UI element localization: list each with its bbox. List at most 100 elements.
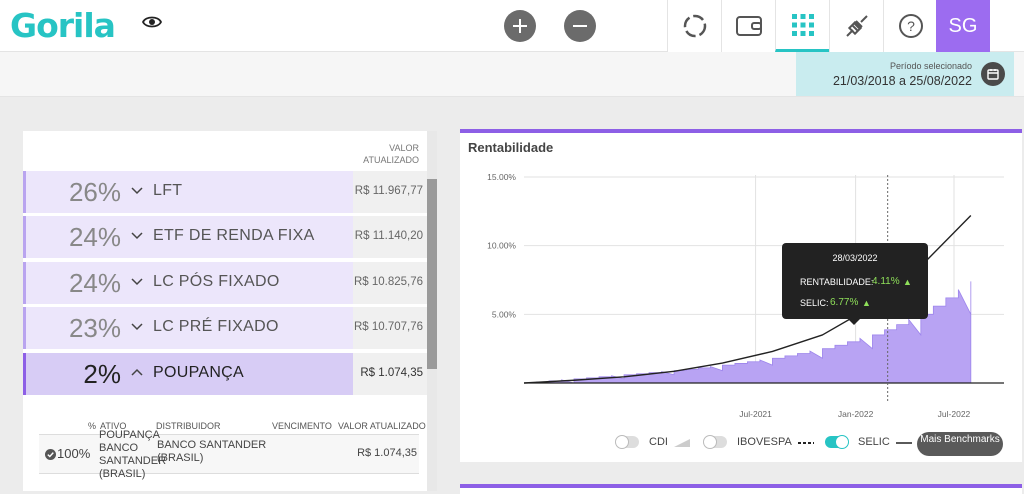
detail-valor: R$ 1.074,35 — [357, 447, 417, 459]
asset-pct: 2% — [83, 359, 121, 389]
valor-atualizado-header: VALOR ATUALIZADO — [363, 143, 419, 165]
asset-row-band — [23, 171, 353, 213]
asset-row[interactable]: 23% LC PRÉ FIXADO R$ 10.707,76 — [23, 307, 427, 349]
detail-header-distribuidor: DISTRIBUIDOR — [156, 421, 221, 431]
asset-row-value-bg — [353, 307, 427, 349]
detail-header-pct: % — [88, 421, 97, 431]
legend-selic[interactable]: SELIC — [825, 435, 912, 449]
asset-allocation-panel: VALOR ATUALIZADO 26% LFT R$ 11.967,77 24% ET… — [23, 131, 437, 491]
zoom-out-button[interactable] — [564, 10, 596, 42]
tooltip-label-selic: SELIC: — [800, 298, 829, 308]
asset-value: R$ 11.140,20 — [354, 230, 423, 242]
asset-row-band — [23, 353, 353, 395]
dashed-line-icon — [797, 442, 814, 444]
asset-row-value-bg — [353, 216, 427, 258]
asset-value: R$ 11.967,77 — [354, 185, 423, 197]
calendar-icon[interactable] — [981, 62, 1005, 86]
x-tick-label: Jul-2021 — [739, 409, 772, 419]
zoom-in-button[interactable] — [504, 10, 536, 42]
asset-row[interactable]: 24% LC PÓS FIXADO R$ 10.825,76 — [23, 262, 427, 304]
check-circle-icon — [45, 449, 56, 460]
detail-header-valor: VALOR ATUALIZADO — [338, 421, 426, 431]
asset-row-value-bg — [353, 353, 427, 395]
asset-value: R$ 1.074,35 — [360, 367, 423, 379]
cdi-toggle[interactable] — [615, 435, 639, 449]
solid-line-icon — [895, 442, 912, 444]
rentabilidade-chart[interactable]: 15.00% 10.00% 5.00% Jul-2021 Jan-2022 Jul-202… — [460, 133, 1022, 423]
chevron-down-icon[interactable] — [131, 277, 143, 286]
asset-row-value-bg — [353, 262, 427, 304]
legend-ibovespa-label: IBOVESPA — [737, 436, 792, 448]
user-avatar[interactable]: SG — [936, 0, 990, 52]
grid-icon — [791, 13, 814, 36]
tooltip-date: 28/03/2022 — [832, 253, 878, 263]
loading-circle-icon — [683, 14, 706, 38]
minus-icon — [573, 25, 587, 27]
tooltip-label-rentabilidade: RENTABILIDADE: — [800, 277, 874, 287]
y-tick-label: 10.00% — [487, 241, 516, 251]
dashboard-nav-button[interactable] — [775, 0, 829, 52]
chart-tooltip: 28/03/2022 RENTABILIDADE: 4.11% ▲ SELIC:… — [782, 243, 928, 325]
sub-bar: Período selecionado 21/03/2018 a 25/08/2… — [0, 52, 1024, 97]
x-tick-label: Jul-2022 — [938, 409, 971, 419]
wallet-icon — [735, 16, 762, 36]
ibovespa-toggle[interactable] — [703, 435, 727, 449]
rentabilidade-chart-card: Rentabilidade 15.00% 10.00% 5.00% Jul-2021 J… — [460, 129, 1022, 462]
period-label: Período selecionado — [889, 61, 972, 71]
detail-row[interactable]: 100% POUPANÇA BANCO SANTANDER (BRASIL) B… — [39, 429, 419, 480]
detail-header-ativo: ATIVO — [100, 421, 127, 431]
chevron-down-icon[interactable] — [131, 231, 143, 240]
chevron-down-icon[interactable] — [131, 186, 143, 195]
next-card — [460, 484, 1022, 494]
detail-pct: 100% — [57, 446, 91, 461]
asset-pct: 26% — [68, 177, 121, 207]
plus-icon — [513, 19, 527, 33]
asset-row-band — [23, 216, 353, 258]
scrollbar-thumb[interactable] — [427, 179, 437, 369]
wallet-nav-button[interactable] — [721, 0, 775, 52]
connect-nav-button[interactable] — [829, 0, 883, 52]
chevron-down-icon[interactable] — [131, 322, 143, 331]
more-benchmarks-button[interactable]: Mais Benchmarks — [917, 432, 1003, 456]
asset-name: LC PRÉ FIXADO — [153, 318, 279, 335]
portfolio-area — [524, 281, 972, 384]
svg-text:?: ? — [907, 18, 915, 34]
asset-row[interactable]: 26% LFT R$ 11.967,77 — [23, 171, 427, 213]
panel-scrollbar[interactable] — [427, 131, 437, 491]
detail-header-vencimento: VENCIMENTO — [272, 421, 332, 431]
asset-row[interactable]: 24% ETF DE RENDA FIXA R$ 11.140,20 — [23, 216, 427, 258]
refresh-nav-button[interactable] — [667, 0, 721, 52]
legend-cdi-label: CDI — [649, 436, 668, 448]
asset-name: ETF DE RENDA FIXA — [153, 227, 315, 244]
tooltip-value-rentabilidade: 4.11% — [872, 276, 900, 287]
period-selector[interactable]: Período selecionado 21/03/2018 a 25/08/2… — [796, 52, 1014, 96]
top-bar: Gorila ? SG — [0, 0, 1024, 52]
gorila-logo[interactable]: Gorila — [10, 6, 116, 45]
question-icon: ? — [898, 14, 923, 38]
asset-pct: 24% — [68, 222, 121, 252]
asset-row-band — [23, 307, 353, 349]
detail-ativo: POUPANÇA BANCO SANTANDER (BRASIL) — [99, 429, 167, 480]
asset-row[interactable]: 2% POUPANÇA R$ 1.074,35 — [23, 353, 427, 395]
legend-ibovespa[interactable]: IBOVESPA — [703, 435, 814, 449]
tooltip-up-icon-1: ▲ — [903, 277, 912, 287]
legend-cdi[interactable]: CDI — [615, 435, 690, 449]
tooltip-arrow — [848, 319, 860, 325]
tooltip-value-selic: 6.77% — [830, 297, 859, 308]
x-tick-label: Jan-2022 — [838, 409, 874, 419]
period-value: 21/03/2018 a 25/08/2022 — [832, 74, 972, 88]
detail-distribuidor: BANCO SANTANDER (BRASIL) — [157, 439, 267, 464]
asset-value: R$ 10.707,76 — [353, 321, 423, 333]
asset-pct: 24% — [68, 268, 121, 298]
eye-icon[interactable] — [141, 15, 163, 34]
help-nav-button[interactable]: ? — [883, 0, 937, 52]
asset-pct: 23% — [68, 313, 121, 343]
y-tick-label: 5.00% — [492, 309, 517, 319]
y-tick-label: 15.00% — [487, 172, 516, 182]
chevron-up-icon[interactable] — [131, 368, 143, 377]
asset-name: LC PÓS FIXADO — [153, 273, 280, 290]
selic-toggle[interactable] — [825, 435, 849, 449]
chart-title: Rentabilidade — [468, 140, 554, 155]
asset-name: LFT — [153, 182, 183, 199]
asset-row-value-bg — [353, 171, 427, 213]
